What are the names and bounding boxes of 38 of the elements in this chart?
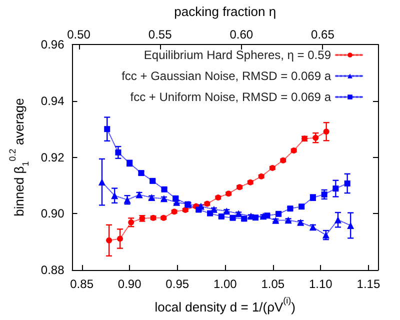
x-tick-label: 0.90 <box>118 277 142 291</box>
point <box>344 180 350 186</box>
point <box>106 237 112 244</box>
point <box>111 192 118 200</box>
point <box>323 128 330 135</box>
point <box>321 191 328 198</box>
x-tick-label: 1.05 <box>261 277 285 291</box>
y-axis-title: binned β10.2 average <box>8 98 30 216</box>
x-tick-label: 1.00 <box>213 277 238 291</box>
point <box>98 178 106 186</box>
legend-label: fcc + Uniform Noise, RMSD = 0.069 a <box>130 90 332 104</box>
point <box>104 126 110 132</box>
y-tick-label: 0.96 <box>40 38 65 52</box>
point <box>128 219 134 226</box>
x-tick-label: 1.15 <box>356 277 380 291</box>
point <box>322 232 330 239</box>
x2-tick-label: 0.55 <box>148 28 172 42</box>
x-tick-label: 0.85 <box>70 277 94 291</box>
y-tick-label: 0.88 <box>40 263 65 277</box>
x2-axis-title: packing fraction η <box>174 4 276 19</box>
legend-label: Equilibrium Hard Spheres, η = 0.59 <box>144 48 332 62</box>
point <box>117 236 124 242</box>
y-tick-label: 0.94 <box>40 94 65 108</box>
y-tick-label: 0.92 <box>40 150 65 164</box>
point <box>332 186 339 192</box>
point <box>115 149 122 156</box>
point <box>196 206 202 213</box>
y-tick-label: 0.90 <box>40 206 65 221</box>
x-tick-label: 0.95 <box>166 277 190 291</box>
point <box>334 216 342 224</box>
point <box>252 214 259 221</box>
x2-tick-label: 0.50 <box>67 28 91 42</box>
x-tick-label: 1.10 <box>308 277 333 291</box>
legend-label: fcc + Gaussian Noise, RMSD = 0.069 a <box>122 69 332 83</box>
x2-tick-label: 0.60 <box>230 28 254 42</box>
point <box>207 210 214 216</box>
point <box>312 134 319 141</box>
x2-tick-label: 0.65 <box>311 28 335 42</box>
